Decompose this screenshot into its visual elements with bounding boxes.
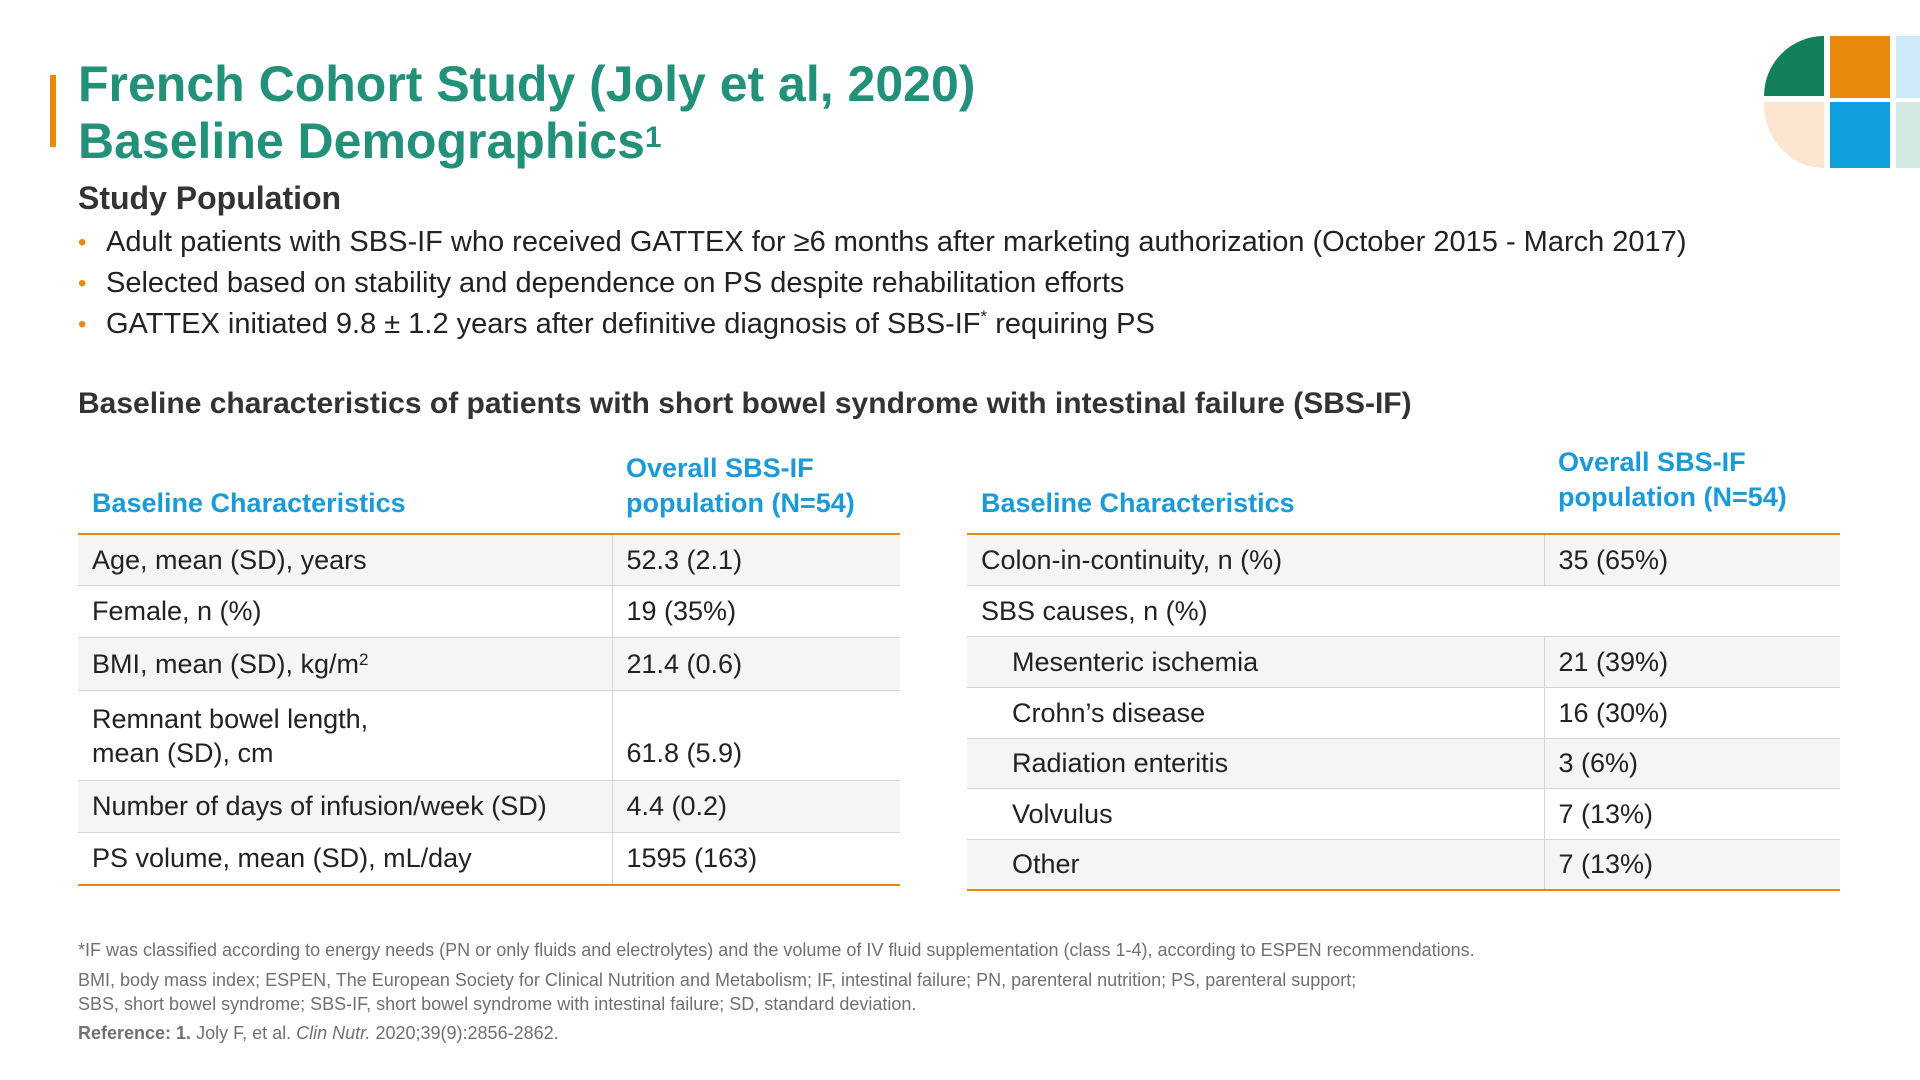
title-line-2: Baseline Demographics1 [78, 113, 975, 170]
title-reference-marker: 1 [644, 121, 662, 154]
logo-light-blue-block [1896, 36, 1920, 98]
row-label: Age, mean (SD), years [78, 534, 612, 586]
title-accent-bar [50, 75, 56, 147]
list-item: GATTEX initiated 9.8 ± 1.2 years after d… [78, 304, 1686, 345]
row-value: 61.8 (5.9) [611, 690, 900, 781]
row-value [1544, 585, 1840, 637]
table-row: SBS causes, n (%) [967, 585, 1840, 637]
table-header-row: Baseline Characteristics Overall SBS-IF p… [78, 446, 900, 534]
table-row: PS volume, mean (SD), mL/day 1595 (163) [78, 832, 900, 886]
row-value: 35 (65%) [1543, 534, 1840, 586]
row-label: Colon-in-continuity, n (%) [967, 534, 1544, 586]
row-value: 52.3 (2.1) [611, 534, 900, 586]
title-line-2-text: Baseline Demographics [78, 113, 645, 169]
reference-journal: Clin Nutr. [296, 1023, 371, 1043]
list-item-text-tail: requiring PS [987, 308, 1155, 340]
row-label: Crohn’s disease [967, 687, 1544, 739]
footnote-marker: * [980, 307, 988, 326]
superscript: 2 [359, 649, 369, 669]
logo-dark-green-quadrant [1764, 36, 1824, 96]
table-row: Remnant bowel length, mean (SD), cm 61.8 … [78, 690, 900, 781]
table-row: Number of days of infusion/week (SD) 4.4… [78, 780, 900, 833]
brand-quadrant-logo-icon [1763, 36, 1920, 169]
row-label: Mesenteric ischemia [967, 636, 1544, 688]
row-label: Number of days of infusion/week (SD) [78, 780, 612, 833]
table-row: Age, mean (SD), years 52.3 (2.1) [78, 534, 900, 586]
row-value: 7 (13%) [1543, 839, 1840, 891]
footnote-abbreviations-1: BMI, body mass index; ESPEN, The Europea… [78, 970, 1357, 990]
study-population-list: Adult patients with SBS-IF who received … [78, 222, 1686, 345]
footnotes: *IF was classified according to energy n… [78, 938, 1475, 1045]
list-item: Selected based on stability and dependen… [78, 263, 1686, 304]
page-title: French Cohort Study (Joly et al, 2020) B… [78, 56, 975, 170]
row-value: 1595 (163) [611, 832, 900, 886]
table-row: Female, n (%) 19 (35%) [78, 585, 900, 638]
column-header-population: Overall SBS-IF population (N=54) [626, 453, 855, 518]
row-value: 7 (13%) [1543, 788, 1840, 840]
logo-mint-block [1896, 102, 1920, 168]
row-label: Other [967, 839, 1544, 891]
row-label: PS volume, mean (SD), mL/day [78, 832, 612, 886]
row-value: 3 (6%) [1543, 738, 1840, 789]
reference: Reference: 1. Joly F, et al. Clin Nutr. … [78, 1021, 1475, 1045]
list-item: Adult patients with SBS-IF who received … [78, 222, 1686, 263]
logo-peach-quadrant [1763, 102, 1824, 169]
column-header-characteristics: Baseline Characteristics [92, 488, 406, 518]
footnote-abbreviations-2: SBS, short bowel syndrome; SBS-IF, short… [78, 994, 917, 1014]
baseline-table-left: Baseline Characteristics Overall SBS-IF p… [78, 446, 900, 886]
table-row: Radiation enteritis 3 (6%) [967, 738, 1840, 789]
row-label: Remnant bowel length, mean (SD), cm [78, 690, 612, 781]
footnote-if-classification: *IF was classified according to energy n… [78, 940, 1475, 960]
table-row: Crohn’s disease 16 (30%) [967, 687, 1840, 739]
row-value: 21.4 (0.6) [611, 637, 900, 691]
table-row: Colon-in-continuity, n (%) 35 (65%) [967, 534, 1840, 586]
logo-orange-block [1830, 36, 1890, 98]
reference-label: Reference: 1. [78, 1023, 192, 1043]
reference-citation: 2020;39(9):2856-2862. [370, 1023, 559, 1043]
row-label: BMI, mean (SD), kg/m2 [78, 637, 612, 691]
table-section-title: Baseline characteristics of patients wit… [78, 387, 1412, 420]
column-header-population: Overall SBS-IF population (N=54) [1558, 447, 1787, 512]
row-label: Female, n (%) [78, 585, 612, 638]
table-row: Mesenteric ischemia 21 (39%) [967, 636, 1840, 688]
row-label: Radiation enteritis [967, 738, 1544, 789]
table-header-row: Baseline Characteristics Overall SBS-IF p… [967, 445, 1840, 534]
reference-authors: Joly F, et al. [191, 1023, 297, 1043]
list-item-text: GATTEX initiated 9.8 ± 1.2 years after d… [106, 308, 981, 340]
title-line-1: French Cohort Study (Joly et al, 2020) [78, 56, 976, 112]
study-population-heading: Study Population [78, 180, 342, 216]
row-value: 19 (35%) [611, 585, 900, 638]
baseline-table-right: Baseline Characteristics Overall SBS-IF p… [967, 445, 1840, 891]
row-label: Volvulus [967, 788, 1544, 840]
logo-blue-block [1830, 102, 1890, 168]
table-row: Other 7 (13%) [967, 839, 1840, 891]
row-value: 4.4 (0.2) [611, 780, 900, 833]
column-header-characteristics: Baseline Characteristics [981, 488, 1295, 518]
table-row: BMI, mean (SD), kg/m2 21.4 (0.6) [78, 637, 900, 691]
row-label: SBS causes, n (%) [967, 585, 1544, 637]
table-row: Volvulus 7 (13%) [967, 788, 1840, 840]
row-value: 16 (30%) [1543, 687, 1840, 739]
row-value: 21 (39%) [1543, 636, 1840, 688]
